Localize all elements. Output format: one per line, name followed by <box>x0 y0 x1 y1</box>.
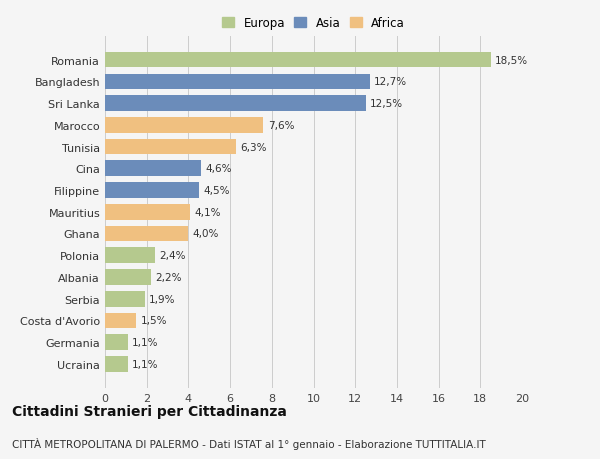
Bar <box>105 356 128 372</box>
Bar <box>105 140 236 155</box>
Text: 1,1%: 1,1% <box>132 359 158 369</box>
Legend: Europa, Asia, Africa: Europa, Asia, Africa <box>220 15 407 32</box>
Text: 2,2%: 2,2% <box>155 272 182 282</box>
Text: 4,5%: 4,5% <box>203 185 229 196</box>
Text: 1,5%: 1,5% <box>140 316 167 326</box>
Bar <box>105 248 155 263</box>
Bar <box>105 204 190 220</box>
Bar <box>105 183 199 198</box>
Bar <box>105 335 128 350</box>
Bar <box>105 161 201 177</box>
Text: 1,9%: 1,9% <box>149 294 175 304</box>
Text: 4,1%: 4,1% <box>194 207 221 217</box>
Bar <box>105 96 365 112</box>
Bar <box>105 118 263 134</box>
Text: Cittadini Stranieri per Cittadinanza: Cittadini Stranieri per Cittadinanza <box>12 404 287 419</box>
Text: 1,1%: 1,1% <box>132 337 158 347</box>
Bar <box>105 226 188 242</box>
Bar <box>105 53 491 68</box>
Bar <box>105 269 151 285</box>
Bar <box>105 313 136 329</box>
Text: CITTÀ METROPOLITANA DI PALERMO - Dati ISTAT al 1° gennaio - Elaborazione TUTTITA: CITTÀ METROPOLITANA DI PALERMO - Dati IS… <box>12 437 486 449</box>
Text: 7,6%: 7,6% <box>268 121 294 130</box>
Text: 6,3%: 6,3% <box>241 142 267 152</box>
Text: 4,0%: 4,0% <box>193 229 219 239</box>
Text: 18,5%: 18,5% <box>495 56 528 66</box>
Text: 12,5%: 12,5% <box>370 99 403 109</box>
Text: 12,7%: 12,7% <box>374 77 407 87</box>
Text: 4,6%: 4,6% <box>205 164 232 174</box>
Bar <box>105 291 145 307</box>
Text: 2,4%: 2,4% <box>159 251 186 261</box>
Bar <box>105 74 370 90</box>
